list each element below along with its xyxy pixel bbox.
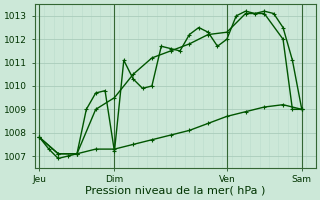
X-axis label: Pression niveau de la mer( hPa ): Pression niveau de la mer( hPa ) [85,186,266,196]
